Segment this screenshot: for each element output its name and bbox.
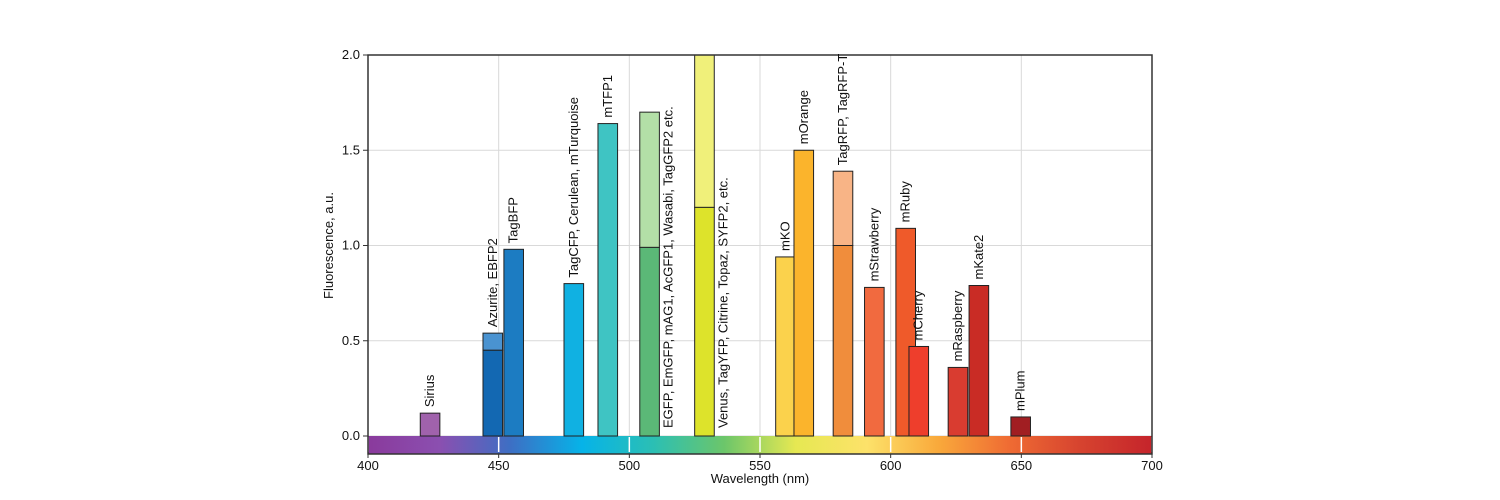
x-tick-label: 450 [488,458,510,473]
bar-upper-segment [639,111,660,248]
bar [597,123,619,437]
bar-label: mKate2 [971,235,986,280]
x-tick-label: 600 [880,458,902,473]
bar-label: mTFP1 [600,75,615,118]
y-axis-ticks: 0.0 0.5 1.0 1.5 2.0 [342,47,368,443]
bar [793,149,815,437]
bar-upper-segment [482,332,504,351]
y-axis-title: Fluorescence, a.u. [321,192,336,299]
bar-label: EGFP, EmGFP, mAG1, AcGFP1, Wasabi, TagGF… [660,106,675,428]
bar-upper-segment [694,54,715,208]
y-tick-label: 1.5 [342,142,360,157]
bar [968,285,990,437]
x-tick-label: 400 [357,458,379,473]
y-tick-label: 0.5 [342,333,360,348]
bar-label: TagBFP [506,197,521,243]
bars [419,54,1031,437]
bar [908,345,930,437]
bar-label: mPlum [1013,370,1028,410]
bar-label: mOrange [796,90,811,144]
bar-label: Azurite, EBFP2 [485,238,500,327]
bar-label: Sirius [422,374,437,407]
bar-labels: Sirius Azurite, EBFP2 TagBFP TagCFP, Cerule… [422,54,1028,428]
y-tick-label: 0.0 [342,428,360,443]
x-tick-label: 500 [618,458,640,473]
bar [419,412,441,437]
bar-upper-segment [832,170,854,246]
bar-label: TagCFP, Cerulean, mTurquoise [566,97,581,278]
y-tick-label: 1.0 [342,238,360,253]
bar [694,206,715,437]
bar-label: mRaspberry [950,290,965,361]
x-tick-label: 550 [749,458,771,473]
bar-label: mCherry [911,290,926,340]
bar-label: TagRFP, TagRFP-T [835,54,850,166]
bar-label: mStrawberry [866,207,881,281]
bar [503,248,524,437]
bar [1010,416,1031,437]
bar-label: mRuby [898,181,913,223]
bar-label: Venus, TagYFP, Citrine, Topaz, SYFP2, et… [715,177,730,428]
x-tick-label: 700 [1141,458,1163,473]
bar [832,245,854,437]
bar [639,246,660,437]
x-tick-label: 650 [1010,458,1032,473]
bar [947,366,969,437]
bar-label: mKO [777,221,792,251]
x-axis-title: Wavelength (nm) [711,471,810,486]
bar [482,349,504,437]
bar [864,286,885,437]
y-tick-label: 2.0 [342,47,360,62]
bar [775,256,796,437]
x-axis-ticks: 400 450 500 550 600 650 700 [357,454,1163,473]
bar [563,283,585,437]
